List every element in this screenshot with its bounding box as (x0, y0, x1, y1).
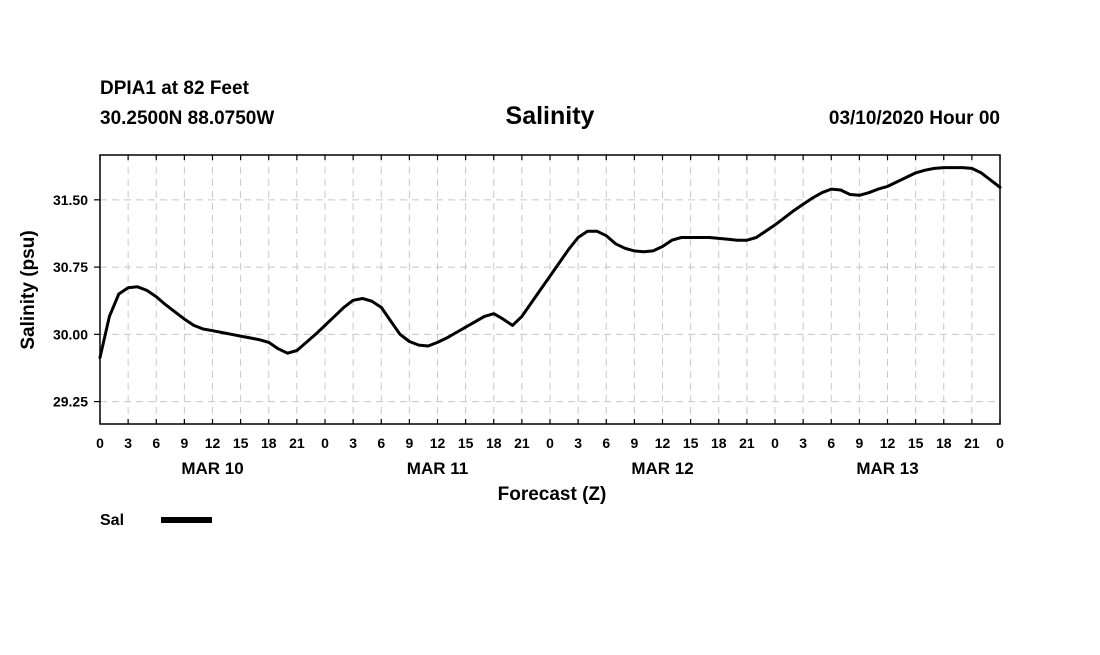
x-tick-label: 3 (124, 435, 132, 451)
day-label: MAR 10 (181, 459, 243, 478)
x-tick-label: 21 (964, 435, 980, 451)
x-tick-label: 15 (683, 435, 699, 451)
x-tick-label: 9 (855, 435, 863, 451)
x-tick-label: 9 (405, 435, 413, 451)
x-tick-label: 3 (799, 435, 807, 451)
x-tick-label: 9 (180, 435, 188, 451)
x-tick-label: 0 (546, 435, 554, 451)
x-tick-label: 12 (880, 435, 896, 451)
y-axis-label: Salinity (psu) (18, 230, 39, 349)
x-axis-label: Forecast (Z) (498, 484, 607, 505)
x-tick-label: 21 (289, 435, 305, 451)
x-tick-label: 0 (771, 435, 779, 451)
x-tick-label: 18 (936, 435, 952, 451)
station-label: DPIA1 at 82 Feet (100, 78, 250, 99)
x-tick-label: 12 (430, 435, 446, 451)
coordinates-label: 30.2500N 88.0750W (100, 108, 274, 129)
x-tick-label: 0 (321, 435, 329, 451)
x-tick-label: 6 (377, 435, 385, 451)
x-tick-label: 21 (514, 435, 530, 451)
x-tick-label: 12 (205, 435, 221, 451)
y-tick-label: 31.50 (53, 192, 88, 208)
chart-title: Salinity (506, 102, 595, 130)
x-tick-label: 12 (655, 435, 671, 451)
salinity-line (98, 166, 1002, 360)
day-label: MAR 12 (631, 459, 693, 478)
x-tick-label: 9 (630, 435, 638, 451)
series-layer (98, 166, 1002, 360)
x-tick-label: 3 (349, 435, 357, 451)
y-tick-label: 30.00 (53, 326, 88, 342)
y-tick-label: 29.25 (53, 394, 88, 410)
x-tick-label: 15 (233, 435, 249, 451)
x-tick-label: 6 (827, 435, 835, 451)
x-tick-label: 15 (908, 435, 924, 451)
legend-label: Sal (100, 512, 124, 529)
gridlines (100, 155, 1000, 424)
y-tick-label: 30.75 (53, 259, 88, 275)
plot-frame (99, 154, 1001, 425)
x-tick-label: 18 (261, 435, 277, 451)
tick-labels: 29.25 30.00 30.75 31.50 0 3 6 9 12 15 18 21 0 3 6 9 12 15… (53, 192, 1004, 478)
x-tick-label: 15 (458, 435, 474, 451)
x-tick-label: 6 (152, 435, 160, 451)
x-tick-label: 6 (602, 435, 610, 451)
forecast-datetime: 03/10/2020 Hour 00 (829, 108, 1000, 129)
day-label: MAR 11 (407, 459, 468, 478)
x-tick-label: 0 (96, 435, 104, 451)
x-tick-label: 21 (739, 435, 755, 451)
x-tick-label: 18 (711, 435, 727, 451)
x-tick-label: 3 (574, 435, 582, 451)
day-label: MAR 13 (856, 459, 918, 478)
x-tick-label: 0 (996, 435, 1004, 451)
x-tick-label: 18 (486, 435, 502, 451)
